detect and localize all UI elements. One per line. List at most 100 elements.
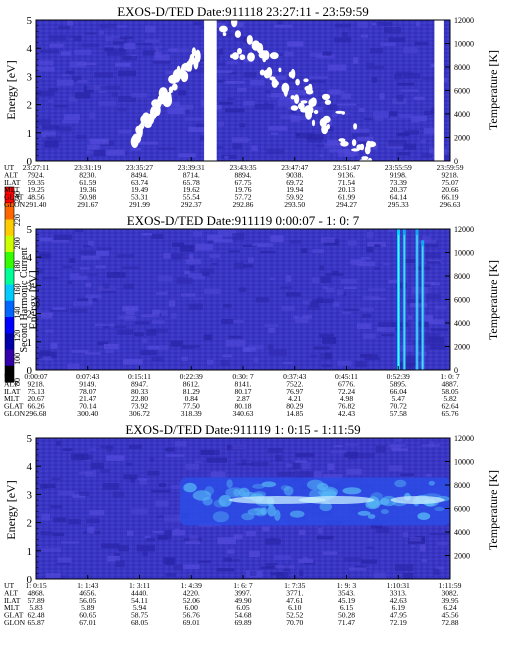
- intensity-patch: [389, 111, 398, 118]
- saturated-blob: [290, 105, 299, 111]
- intensity-patch: [357, 21, 368, 29]
- band-intensity-blob: [394, 479, 407, 488]
- intensity-patch: [56, 562, 71, 565]
- intensity-patch: [309, 76, 328, 79]
- colorbar-segment: [5, 317, 14, 334]
- y2-tick-label: 4000: [454, 319, 470, 328]
- intensity-patch: [228, 559, 240, 562]
- table-row-label: ILAT: [4, 596, 21, 605]
- intensity-patch: [348, 455, 357, 460]
- band-intensity-blob: [283, 486, 294, 496]
- intensity-patch: [264, 102, 269, 105]
- band-intensity-blob: [233, 488, 241, 497]
- table-cell: 291.40: [26, 200, 47, 209]
- table-cell: 19.36: [79, 185, 96, 194]
- intensity-patch: [295, 460, 308, 463]
- intensity-patch: [170, 253, 190, 260]
- saturated-blob: [189, 53, 195, 65]
- y2-tick-label: 4000: [454, 528, 470, 537]
- intensity-patch: [85, 282, 92, 288]
- intensity-patch: [157, 535, 168, 540]
- table-row-label: GLON: [4, 618, 26, 627]
- intensity-patch: [228, 250, 241, 253]
- intensity-patch: [366, 546, 374, 549]
- intensity-patch: [222, 354, 233, 358]
- intensity-patch: [285, 292, 301, 297]
- intensity-patch: [49, 43, 64, 48]
- saturated-blob: [278, 67, 282, 73]
- table-cell: 4220.: [183, 588, 200, 597]
- intensity-patch: [299, 570, 304, 576]
- intensity-patch: [289, 240, 302, 244]
- intensity-patch: [307, 79, 326, 84]
- intensity-patch: [51, 477, 61, 481]
- intensity-patch: [223, 81, 236, 84]
- intensity-patch: [232, 233, 245, 240]
- intensity-patch: [302, 556, 308, 561]
- table-cell: 292.86: [233, 200, 254, 209]
- intensity-patch: [226, 320, 244, 323]
- intensity-patch: [81, 454, 93, 460]
- intensity-patch: [406, 299, 422, 304]
- y2-tick-label: 6000: [454, 505, 470, 514]
- intensity-patch: [221, 154, 237, 159]
- panel-1-plot-area: [36, 20, 450, 161]
- intensity-patch: [112, 491, 125, 498]
- y2-tick-label: 0: [454, 366, 458, 375]
- intensity-patch: [436, 566, 445, 570]
- intensity-patch: [313, 471, 322, 479]
- intensity-patch: [334, 23, 351, 28]
- intensity-patch: [60, 51, 72, 56]
- intensity-patch: [152, 61, 171, 64]
- intensity-patch: [118, 95, 136, 102]
- intensity-patch: [207, 234, 223, 241]
- table-cell: 76.82: [338, 402, 355, 411]
- table-cell: 0.84: [185, 394, 198, 403]
- saturated-blob: [313, 109, 319, 115]
- y-tick-label: 4: [27, 43, 33, 55]
- table-cell: 9038.: [286, 170, 303, 179]
- intensity-patch: [403, 143, 417, 150]
- intensity-patch: [319, 276, 331, 283]
- intensity-patch: [98, 286, 116, 291]
- intensity-patch: [59, 575, 66, 579]
- intensity-patch: [155, 500, 169, 507]
- intensity-patch: [321, 237, 335, 243]
- band-intensity-blob: [241, 512, 255, 521]
- intensity-patch: [437, 541, 448, 546]
- intensity-patch: [71, 453, 88, 460]
- saturated-blob: [275, 81, 279, 86]
- intensity-patch: [58, 26, 70, 30]
- intensity-patch: [202, 272, 210, 277]
- intensity-patch: [184, 270, 190, 274]
- intensity-patch: [210, 471, 226, 478]
- intensity-patch: [357, 136, 374, 142]
- panel-3-orbit-table: UT 1: 0:15 1: 1:43 1: 3:11 1: 4:39 1: 6: 7 1: …: [4, 581, 462, 627]
- intensity-patch: [115, 62, 131, 67]
- intensity-patch: [61, 541, 80, 544]
- band-intensity-blob: [380, 509, 389, 515]
- intensity-patch: [136, 478, 148, 481]
- table-cell: 292.37: [181, 200, 202, 209]
- table-cell: 1: 6: 7: [233, 581, 253, 590]
- intensity-patch: [232, 143, 242, 150]
- intensity-patch: [204, 288, 221, 295]
- intensity-patch: [104, 45, 119, 48]
- intensity-patch: [260, 566, 278, 570]
- intensity-patch: [421, 153, 433, 158]
- intensity-patch: [83, 85, 94, 93]
- table-cell: 65.87: [27, 618, 44, 627]
- intensity-patch: [183, 538, 203, 542]
- intensity-patch: [275, 454, 283, 462]
- intensity-patch: [142, 338, 147, 344]
- table-cell: 7924.: [27, 170, 44, 179]
- intensity-patch: [162, 557, 176, 564]
- intensity-patch: [421, 443, 441, 447]
- table-cell: 22.80: [131, 394, 148, 403]
- intensity-patch: [377, 322, 395, 328]
- table-cell: 300.40: [77, 409, 98, 418]
- band-peak: [228, 496, 326, 504]
- table-cell: 50.28: [338, 611, 355, 620]
- intensity-patch: [145, 25, 156, 33]
- intensity-patch: [427, 259, 442, 262]
